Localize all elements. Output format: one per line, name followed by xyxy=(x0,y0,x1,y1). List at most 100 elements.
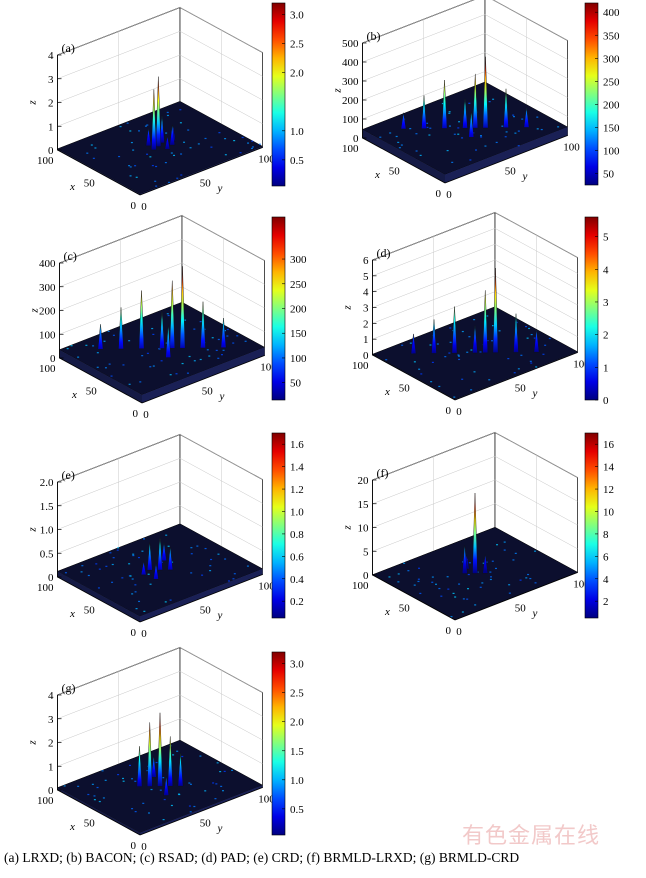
surface-texture xyxy=(173,154,176,157)
surface-texture xyxy=(208,355,211,357)
surface-texture xyxy=(220,354,223,356)
surface-texture xyxy=(431,576,434,578)
surface-texture xyxy=(183,141,186,143)
y-tick-label: 0 xyxy=(456,626,462,638)
surface-texture xyxy=(149,366,152,368)
y-axis-line xyxy=(444,135,568,184)
colorbar-tick-label: 0.5 xyxy=(290,804,304,816)
surface-peak xyxy=(97,324,104,350)
surface-texture xyxy=(112,334,115,336)
colorbar-tick-label: 0.5 xyxy=(290,155,304,167)
surface-texture xyxy=(430,381,433,383)
x-tick-label: 100 xyxy=(37,582,54,594)
surface-texture xyxy=(514,552,517,554)
surface-texture xyxy=(189,147,192,149)
surface-texture xyxy=(241,136,244,139)
surface-texture xyxy=(179,122,182,124)
surface-texture xyxy=(475,149,478,151)
z-tick-label: 400 xyxy=(39,258,56,270)
surface-peak xyxy=(151,89,157,151)
surface-texture xyxy=(212,782,215,784)
surface-texture xyxy=(188,782,191,784)
colorbar-tick-label: 1.0 xyxy=(290,506,304,518)
z-axis-label: z xyxy=(342,305,354,311)
surface-texture xyxy=(132,553,135,555)
surface-texture xyxy=(128,383,131,385)
surface-texture xyxy=(246,565,249,567)
surface-texture xyxy=(461,378,464,380)
surface-texture xyxy=(441,102,444,105)
surface-texture xyxy=(204,137,207,140)
surface-texture xyxy=(134,591,137,593)
surface-texture xyxy=(481,582,484,584)
surface-texture xyxy=(488,379,491,381)
x-tick-label: 50 xyxy=(84,605,96,617)
surface-texture xyxy=(462,598,465,600)
z-tick-label: 0 xyxy=(48,785,54,797)
surface-texture xyxy=(400,144,403,146)
surface-texture xyxy=(190,547,193,549)
surface-texture xyxy=(428,134,431,136)
surface-texture xyxy=(190,572,193,574)
surface-texture xyxy=(201,574,204,576)
surface-texture xyxy=(409,128,412,130)
z-tick-label: 100 xyxy=(39,329,56,341)
surface-texture xyxy=(533,337,536,339)
colorbar-tick-label: 2.5 xyxy=(290,39,304,51)
surface-texture xyxy=(220,785,223,787)
grid-line xyxy=(372,275,578,324)
surface-texture xyxy=(512,559,515,561)
surface-texture xyxy=(122,364,125,366)
surface-peak xyxy=(220,317,227,348)
surface-texture xyxy=(504,136,507,138)
surface-texture xyxy=(164,601,167,603)
colorbar-tick-label: 250 xyxy=(290,279,307,291)
surface-texture xyxy=(529,360,532,362)
surface-texture xyxy=(413,584,416,586)
colorbar-tick-label: 400 xyxy=(603,7,620,19)
surface-texture xyxy=(175,373,178,375)
surface-texture xyxy=(92,157,95,159)
surface-texture xyxy=(178,793,181,796)
surface-texture xyxy=(121,577,124,579)
surface-side xyxy=(59,349,142,403)
grid-line xyxy=(57,670,263,719)
surface-texture xyxy=(449,327,452,329)
surface-side xyxy=(57,787,140,835)
panel-label: (e) xyxy=(62,468,75,482)
surface-texture xyxy=(469,159,472,161)
colorbar-tick-label: 2 xyxy=(603,596,609,608)
surface-texture xyxy=(498,330,501,332)
grid-line xyxy=(59,238,265,287)
colorbar-tick-label: 4 xyxy=(603,574,609,586)
z-tick-label: 1 xyxy=(363,334,369,346)
surface-texture xyxy=(81,565,84,567)
surface-peak xyxy=(421,95,427,129)
colorbar xyxy=(271,432,286,619)
surface-texture xyxy=(453,133,456,135)
surface-texture xyxy=(457,354,460,356)
surface-texture xyxy=(417,578,420,580)
y-axis-line xyxy=(454,352,578,401)
surface-texture xyxy=(426,122,429,124)
x-axis-line xyxy=(372,574,456,621)
surface-peak xyxy=(177,752,184,787)
surface-texture xyxy=(232,342,235,344)
surface-texture xyxy=(489,576,492,578)
grid-line xyxy=(362,52,568,101)
surface-texture xyxy=(147,573,150,575)
surface-texture xyxy=(160,360,163,362)
surface-texture xyxy=(557,126,560,128)
x-axis-line xyxy=(362,137,446,184)
surface-texture xyxy=(138,600,141,603)
colorbar-tick-label: 8 xyxy=(603,529,609,541)
panel-b: 0100200300400500z100500x050100y(b)400350… xyxy=(332,0,620,201)
z-tick-label: 0.5 xyxy=(40,548,54,560)
surface-texture xyxy=(128,340,131,342)
x-tick-label: 0 xyxy=(131,200,137,212)
surface-texture xyxy=(418,368,421,370)
surface-peak xyxy=(165,325,172,358)
surface-texture xyxy=(474,604,477,606)
surface-texture xyxy=(489,578,492,581)
figure-caption: (a) LRXD; (b) BACON; (c) RSAD; (d) PAD; … xyxy=(4,850,520,865)
